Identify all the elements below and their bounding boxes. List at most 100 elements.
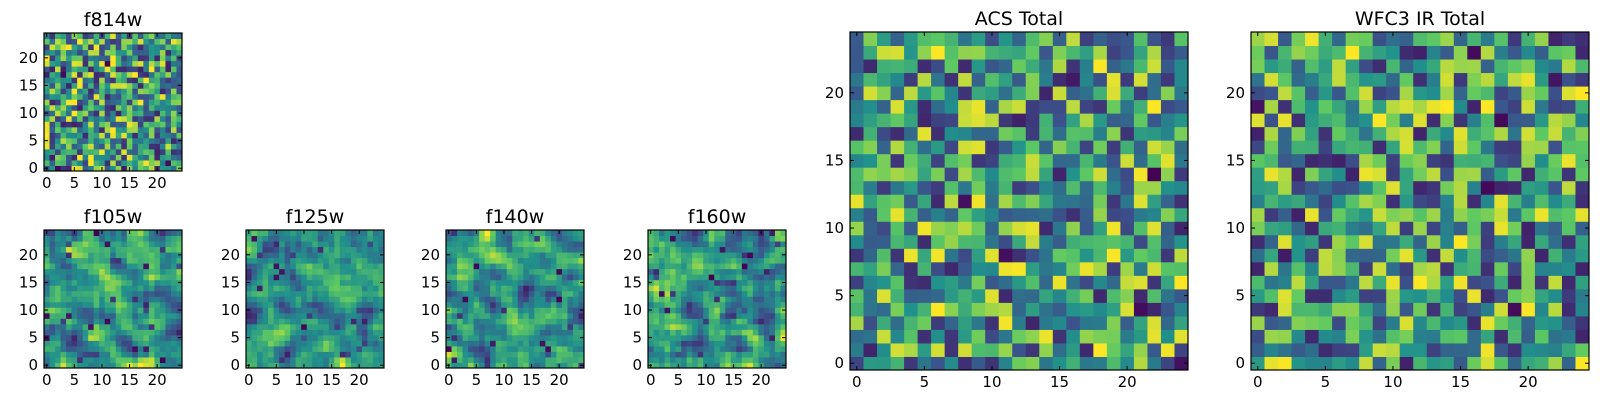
- heatmap-cell: [512, 246, 519, 253]
- heatmap-cell: [763, 274, 770, 281]
- heatmap-cell: [60, 279, 67, 286]
- heatmap-cell: [561, 285, 568, 292]
- heatmap-cell: [556, 252, 563, 259]
- heatmap-cell: [1440, 59, 1455, 74]
- heatmap-cell: [512, 334, 519, 341]
- heatmap-cell: [121, 274, 128, 281]
- heatmap-cell: [66, 268, 73, 275]
- heatmap-cell: [104, 154, 111, 161]
- heatmap-cell: [877, 180, 892, 195]
- heatmap-cell: [165, 290, 172, 297]
- heatmap-cell: [176, 132, 183, 139]
- heatmap-cell: [769, 312, 776, 319]
- heatmap-cell: [1386, 329, 1401, 344]
- heatmap-cell: [714, 246, 721, 253]
- heatmap-cell: [545, 301, 552, 308]
- heatmap-cell: [944, 315, 959, 330]
- heatmap-cell: [165, 132, 172, 139]
- heatmap-cell: [121, 44, 128, 51]
- heatmap-cell: [506, 329, 513, 336]
- heatmap-cell: [714, 279, 721, 286]
- heatmap-cell: [1278, 248, 1293, 263]
- heatmap-cell: [317, 263, 324, 270]
- heatmap-cell: [1399, 288, 1414, 303]
- heatmap-cell: [165, 82, 172, 89]
- heatmap-cell: [372, 246, 379, 253]
- heatmap-cell: [121, 115, 128, 122]
- heatmap-cell: [110, 99, 117, 106]
- heatmap-cell: [1133, 113, 1148, 128]
- heatmap-cell: [284, 274, 291, 281]
- heatmap-cell: [159, 99, 166, 106]
- heatmap-cell: [339, 318, 346, 325]
- heatmap-cell: [345, 279, 352, 286]
- heatmap-cell: [170, 159, 177, 166]
- heatmap-cell: [356, 351, 363, 358]
- heatmap-cell: [539, 329, 546, 336]
- heatmap-cell: [262, 307, 269, 314]
- heatmap-cell: [1039, 342, 1054, 357]
- heatmap-cell: [49, 268, 56, 275]
- heatmap-cell: [686, 263, 693, 270]
- heatmap-cell: [1359, 99, 1374, 114]
- heatmap-cell: [279, 323, 286, 330]
- heatmap-cell: [550, 279, 557, 286]
- heatmap-cell: [1291, 248, 1306, 263]
- heatmap-cell: [367, 279, 374, 286]
- heatmap-cell: [55, 33, 62, 40]
- heatmap-cell: [60, 126, 67, 133]
- heatmap-cell: [143, 165, 150, 172]
- heatmap-cell: [780, 263, 787, 270]
- heatmap-cell: [273, 318, 280, 325]
- heatmap-cell: [517, 351, 524, 358]
- heatmap-cell: [708, 356, 715, 363]
- heatmap-cell: [60, 77, 67, 84]
- heatmap-cell: [312, 340, 319, 347]
- heatmap-cell: [126, 44, 133, 51]
- heatmap-cell: [176, 356, 183, 363]
- heatmap-cell: [1332, 356, 1347, 371]
- heatmap-cell: [268, 362, 275, 369]
- heatmap-cell: [60, 49, 67, 56]
- heatmap-cell: [1494, 194, 1509, 209]
- heatmap-cell: [126, 345, 133, 352]
- heatmap-cell: [132, 137, 139, 144]
- heatmap-cell: [572, 263, 579, 270]
- heatmap-cell: [692, 301, 699, 308]
- heatmap-cell: [121, 110, 128, 117]
- heatmap-cell: [49, 71, 56, 78]
- heatmap-cell: [863, 275, 878, 290]
- heatmap-cell: [1264, 72, 1279, 87]
- heatmap-cell: [725, 340, 732, 347]
- heatmap-cell: [104, 246, 111, 253]
- heatmap-cell: [372, 241, 379, 248]
- heatmap-cell: [60, 82, 67, 89]
- heatmap-cell: [1426, 302, 1441, 317]
- heatmap-cell: [1386, 126, 1401, 141]
- heatmap-cell: [159, 263, 166, 270]
- heatmap-cell: [468, 340, 475, 347]
- heatmap-cell: [958, 180, 973, 195]
- heatmap-cell: [115, 323, 122, 330]
- heatmap-cell: [1093, 99, 1108, 114]
- heatmap-cell: [944, 302, 959, 317]
- heatmap-cell: [1494, 167, 1509, 182]
- heatmap-cell: [697, 230, 704, 237]
- heatmap-cell: [1453, 32, 1468, 47]
- heatmap-cell: [99, 121, 106, 128]
- heatmap-cell: [1147, 126, 1162, 141]
- heatmap-cell: [1440, 221, 1455, 236]
- heatmap-cell: [49, 235, 56, 242]
- heatmap-cell: [1052, 261, 1067, 276]
- heatmap-cell: [1332, 329, 1347, 344]
- plot-frame: [445, 229, 585, 369]
- heatmap-cell: [312, 318, 319, 325]
- heatmap-cell: [378, 230, 385, 237]
- heatmap-cell: [126, 285, 133, 292]
- heatmap-cell: [55, 235, 62, 242]
- heatmap-cell: [490, 252, 497, 259]
- heatmap-cell: [154, 285, 161, 292]
- heatmap-cell: [1174, 342, 1189, 357]
- heatmap-cell: [176, 257, 183, 264]
- heatmap-cell: [714, 301, 721, 308]
